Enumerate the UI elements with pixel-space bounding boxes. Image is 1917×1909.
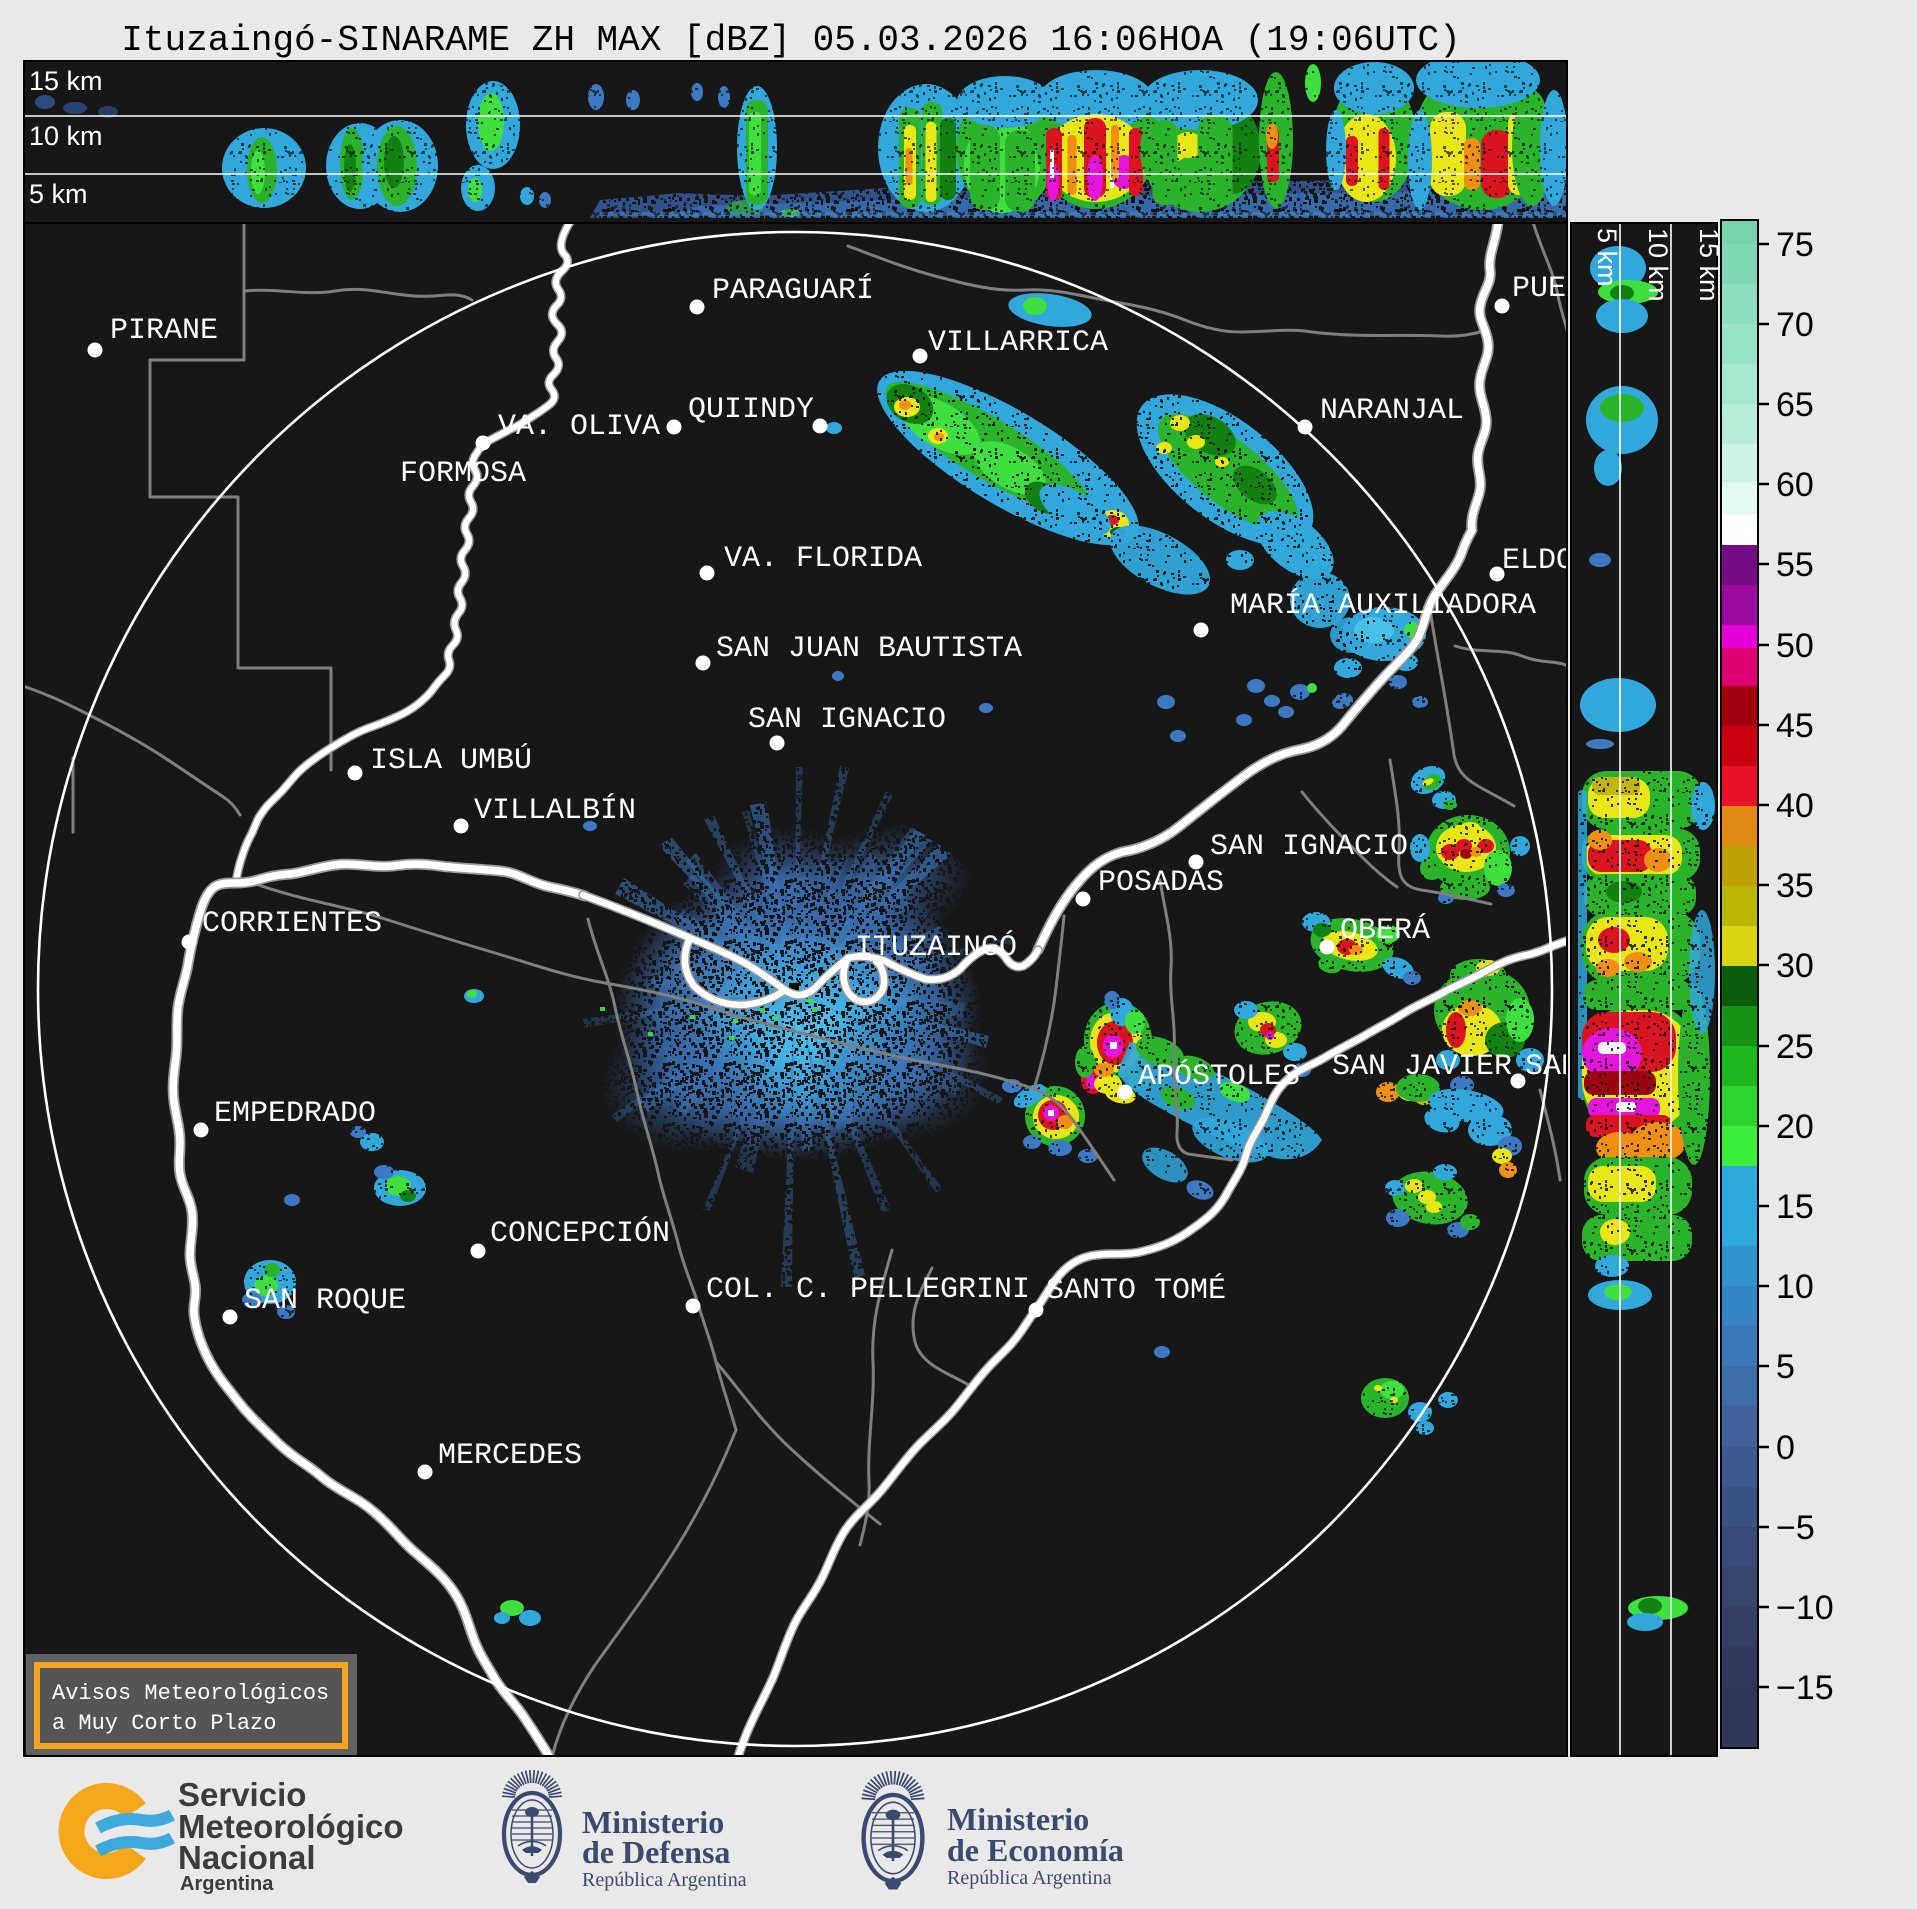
svg-text:10 km: 10 km <box>1643 228 1673 302</box>
svg-text:5: 5 <box>1776 1348 1795 1386</box>
svg-text:ELDORADO: ELDORADO <box>1502 544 1646 578</box>
svg-text:50: 50 <box>1776 627 1814 665</box>
svg-text:VILLALBÍN: VILLALBÍN <box>474 793 636 828</box>
svg-text:a Muy Corto Plazo: a Muy Corto Plazo <box>52 1711 276 1736</box>
svg-text:EMPEDRADO: EMPEDRADO <box>214 1097 376 1131</box>
svg-text:CORRIENTES: CORRIENTES <box>202 907 382 941</box>
svg-text:75: 75 <box>1776 226 1814 264</box>
svg-text:PARAGUARÍ: PARAGUARÍ <box>712 273 874 308</box>
svg-text:70: 70 <box>1776 306 1814 344</box>
svg-text:de Economía: de Economía <box>947 1832 1124 1868</box>
svg-text:5 km: 5 km <box>1592 228 1622 287</box>
svg-text:45: 45 <box>1776 707 1814 745</box>
svg-text:Ministerio: Ministerio <box>582 1804 724 1840</box>
svg-text:SAN IGNACIO: SAN IGNACIO <box>1210 830 1408 864</box>
svg-text:15 km: 15 km <box>1694 228 1724 302</box>
svg-text:65: 65 <box>1776 386 1814 424</box>
svg-text:60: 60 <box>1776 466 1814 504</box>
svg-text:SAN ROQUE: SAN ROQUE <box>244 1284 406 1318</box>
svg-text:PIRANE: PIRANE <box>110 314 218 348</box>
svg-text:NARANJAL: NARANJAL <box>1320 394 1464 428</box>
svg-text:APÓSTOLES: APÓSTOLES <box>1138 1059 1300 1094</box>
svg-text:Nacional: Nacional <box>178 1839 316 1876</box>
svg-text:Meteorológico: Meteorológico <box>178 1808 404 1845</box>
svg-text:QUIINDY: QUIINDY <box>688 393 814 427</box>
svg-text:MERCEDES: MERCEDES <box>438 1439 582 1473</box>
svg-text:55: 55 <box>1776 546 1814 584</box>
svg-text:40: 40 <box>1776 787 1814 825</box>
svg-text:FORMOSA: FORMOSA <box>400 457 526 491</box>
svg-text:VILLARRICA: VILLARRICA <box>928 326 1108 360</box>
svg-text:República Argentina: República Argentina <box>947 1867 1112 1889</box>
svg-text:ISLA UMBÚ: ISLA UMBÚ <box>370 743 532 778</box>
svg-text:SAN JAVIER: SAN JAVIER <box>1332 1050 1512 1084</box>
svg-text:PUERTO: PUERTO <box>1512 272 1620 306</box>
svg-text:Ituzaingó-SINARAME ZH MAX [dBZ: Ituzaingó-SINARAME ZH MAX [dBZ] 05.03.20… <box>121 20 1460 61</box>
svg-text:ITUZAINGÓ: ITUZAINGÓ <box>855 930 1017 965</box>
svg-text:OBERÁ: OBERÁ <box>1340 913 1430 948</box>
svg-text:30: 30 <box>1776 947 1814 985</box>
svg-text:VA. OLIVA: VA. OLIVA <box>498 410 660 444</box>
svg-text:10: 10 <box>1776 1268 1814 1306</box>
svg-text:10 km: 10 km <box>29 121 103 151</box>
svg-text:Servicio: Servicio <box>178 1776 306 1813</box>
svg-text:0: 0 <box>1776 1429 1795 1467</box>
svg-text:Ministerio: Ministerio <box>947 1801 1089 1837</box>
svg-text:de Defensa: de Defensa <box>582 1834 730 1870</box>
svg-text:CONCEPCIÓN: CONCEPCIÓN <box>490 1216 670 1251</box>
svg-text:−10: −10 <box>1776 1589 1834 1627</box>
svg-text:35: 35 <box>1776 867 1814 905</box>
svg-text:Argentina: Argentina <box>180 1873 274 1895</box>
svg-text:SANTO TOMÉ: SANTO TOMÉ <box>1046 1273 1226 1308</box>
svg-text:25: 25 <box>1776 1028 1814 1066</box>
svg-text:MARÍA AUXILIADORA: MARÍA AUXILIADORA <box>1230 588 1536 623</box>
svg-text:COL. C. PELLEGRINI: COL. C. PELLEGRINI <box>706 1273 1030 1307</box>
svg-text:VA. FLORIDA: VA. FLORIDA <box>724 542 922 576</box>
svg-text:Avisos Meteorológicos: Avisos Meteorológicos <box>52 1681 329 1706</box>
svg-text:15 km: 15 km <box>29 66 103 96</box>
svg-text:−15: −15 <box>1776 1669 1834 1707</box>
svg-text:SAN JUAN BAUTISTA: SAN JUAN BAUTISTA <box>716 632 1022 666</box>
svg-text:República Argentina: República Argentina <box>582 1869 747 1891</box>
svg-text:20: 20 <box>1776 1108 1814 1146</box>
svg-text:POSADAS: POSADAS <box>1098 866 1224 900</box>
svg-text:5 km: 5 km <box>29 179 88 209</box>
svg-text:SANTO: SANTO <box>1525 1050 1615 1084</box>
svg-text:−5: −5 <box>1776 1509 1815 1547</box>
svg-text:SAN IGNACIO: SAN IGNACIO <box>748 703 946 737</box>
svg-text:15: 15 <box>1776 1188 1814 1226</box>
